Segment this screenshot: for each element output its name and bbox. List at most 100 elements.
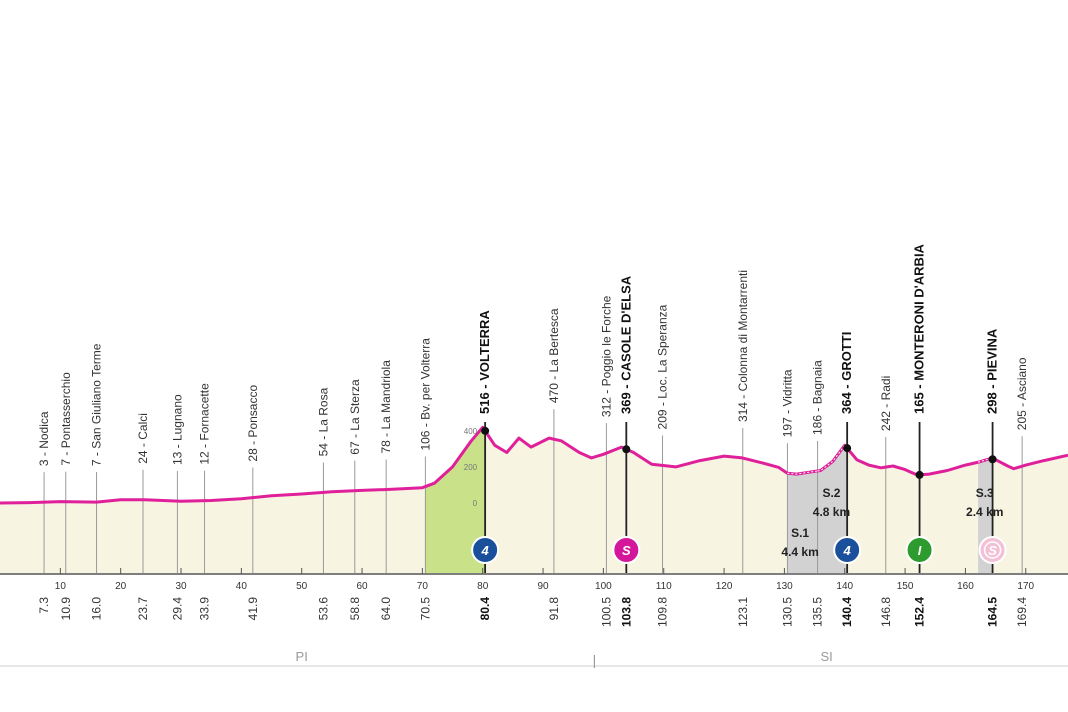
place-label: 12 - Fornacette: [198, 383, 212, 465]
x-tick-label: 150: [897, 581, 914, 592]
summit-dot: [481, 426, 490, 435]
sprint-marker-icon: [612, 536, 641, 564]
intermediate-marker-icon: [905, 536, 934, 564]
place-label: 364 - GROTTI: [839, 332, 854, 414]
km-label: 109.8: [656, 597, 670, 627]
x-tick-label: 100: [595, 581, 612, 592]
km-label: 164.5: [986, 597, 1000, 627]
x-tick-label: 10: [55, 581, 67, 592]
gravel_sprint-marker-label: S: [988, 543, 997, 558]
place-label: 516 - VOLTERRA: [477, 310, 492, 414]
km-label: 91.8: [547, 597, 561, 621]
climb-marker-label: 4: [843, 543, 852, 558]
place-label: 54 - La Rosa: [316, 387, 330, 456]
km-label: 16.0: [90, 597, 104, 621]
place-label: 205 - Asciano: [1015, 357, 1029, 430]
altitude-scale: 400 200 0: [464, 427, 478, 508]
x-tick-label: 90: [537, 581, 549, 592]
x-tick-label: 70: [417, 581, 429, 592]
km-label: 169.4: [1015, 597, 1029, 627]
place-label: 28 - Ponsacco: [246, 385, 260, 462]
gravel-sector-name: S.2: [822, 486, 840, 500]
gravel-sector-name: S.1: [791, 526, 809, 540]
place-label: 78 - La Mandriola: [379, 360, 393, 454]
gravel-sector-area: [787, 471, 818, 573]
place-label: 7 - Pontasserchio: [59, 372, 73, 466]
km-label: 135.5: [811, 597, 825, 627]
km-label: 100.5: [599, 597, 613, 627]
profile-line-layer: [0, 425, 1068, 505]
climb-marker-icon: [471, 536, 500, 564]
x-tick-label: 60: [356, 581, 368, 592]
gravel-sector-line: [787, 470, 818, 475]
place-label: 7 - San Giuliano Terme: [90, 343, 104, 466]
x-tick-label: 130: [776, 581, 793, 592]
place-label: 197 - Vidritta: [780, 369, 794, 437]
km-label: 29.4: [170, 597, 184, 621]
km-label: 58.8: [348, 597, 362, 621]
km-label: 7.3: [37, 597, 51, 614]
x-tick-label: 20: [115, 581, 127, 592]
x-tick-label: 170: [1017, 581, 1034, 592]
km-label: 10.9: [59, 597, 73, 621]
province-label: PI: [296, 649, 308, 664]
sprint-marker-label: S: [622, 543, 631, 558]
km-label: 123.1: [736, 597, 750, 627]
x-tick-label: 140: [836, 581, 853, 592]
gravel-sprint-ring: [983, 541, 1002, 559]
place-label: 186 - Bagnaia: [811, 360, 825, 435]
km-label: 41.9: [246, 597, 260, 621]
km-label: 140.4: [840, 597, 854, 627]
alt-scale-label: 0: [473, 499, 478, 508]
province-label: SI: [820, 649, 832, 664]
place-label: 369 - CASOLE D'ELSA: [618, 275, 633, 414]
x-tick-label: 50: [296, 581, 308, 592]
gravel-sector-name: S.3: [976, 486, 994, 500]
x-tick-label: 40: [236, 581, 248, 592]
place-label: 209 - Loc. La Speranza: [656, 304, 670, 429]
place-label: 314 - Colonna di Montarrenti: [736, 270, 750, 422]
km-label: 53.6: [316, 597, 330, 621]
place-label: 106 - Bv. per Volterra: [418, 338, 432, 451]
km-label: 64.0: [379, 597, 393, 621]
alt-scale-label: 200: [464, 463, 478, 472]
km-label: 23.7: [136, 597, 150, 621]
place-label: 3 - Nodica: [37, 411, 51, 466]
place-labels-layer: 3 - Nodica 7 - Pontasserchio 7 - San Giuli…: [37, 243, 1029, 466]
x-axis: 10 20 30 40 50 60 70 80 90 100 110 120 130 140 150 160 1…: [0, 568, 1068, 592]
x-tick-label: 110: [656, 581, 672, 592]
place-label: 470 - La Bertesca: [547, 308, 561, 403]
gravel-sector-length: 2.4 km: [966, 505, 1003, 519]
climb-marker-icon: [833, 536, 862, 564]
km-label: 152.4: [913, 597, 927, 627]
province-strip: PI SI: [0, 649, 1068, 668]
km-label: 146.8: [879, 597, 893, 627]
km-label: 70.5: [418, 597, 432, 621]
km-label: 130.5: [780, 597, 794, 627]
summit-dot: [988, 455, 997, 464]
summit-dot: [622, 445, 631, 454]
place-label: 24 - Calci: [136, 413, 150, 464]
gravel-sector-labels: S.1 4.4 km S.2 4.8 km S.3 2.4 km: [781, 486, 1003, 559]
intermediate-marker-label: I: [918, 543, 922, 558]
alt-scale-label: 400: [464, 427, 478, 436]
km-label: 103.8: [619, 597, 633, 627]
x-tick-label: 80: [477, 581, 489, 592]
place-label: 165 - MONTERONI D'ARBIA: [912, 243, 927, 414]
summit-dot: [843, 444, 852, 453]
km-labels-layer: 7.3 10.9 16.0 23.7 29.4 33.9 41.9 53.6 58.8 64.0 7…: [37, 597, 1029, 627]
x-tick-label: 160: [957, 581, 974, 592]
profile-line: [0, 425, 1068, 505]
place-label: 13 - Lugnano: [170, 394, 184, 465]
category-markers-layer: 4 S 4 I S: [471, 426, 1007, 564]
gravel-sector-length: 4.4 km: [781, 545, 818, 559]
x-tick-label: 30: [175, 581, 187, 592]
place-label: 242 - Radi: [879, 376, 893, 431]
climb-marker-label: 4: [481, 543, 490, 558]
gravel-sector-length: 4.8 km: [813, 505, 850, 519]
summit-dot: [915, 470, 924, 479]
climb-area: [425, 427, 486, 573]
km-label: 80.4: [478, 597, 492, 621]
km-label: 33.9: [198, 597, 212, 621]
